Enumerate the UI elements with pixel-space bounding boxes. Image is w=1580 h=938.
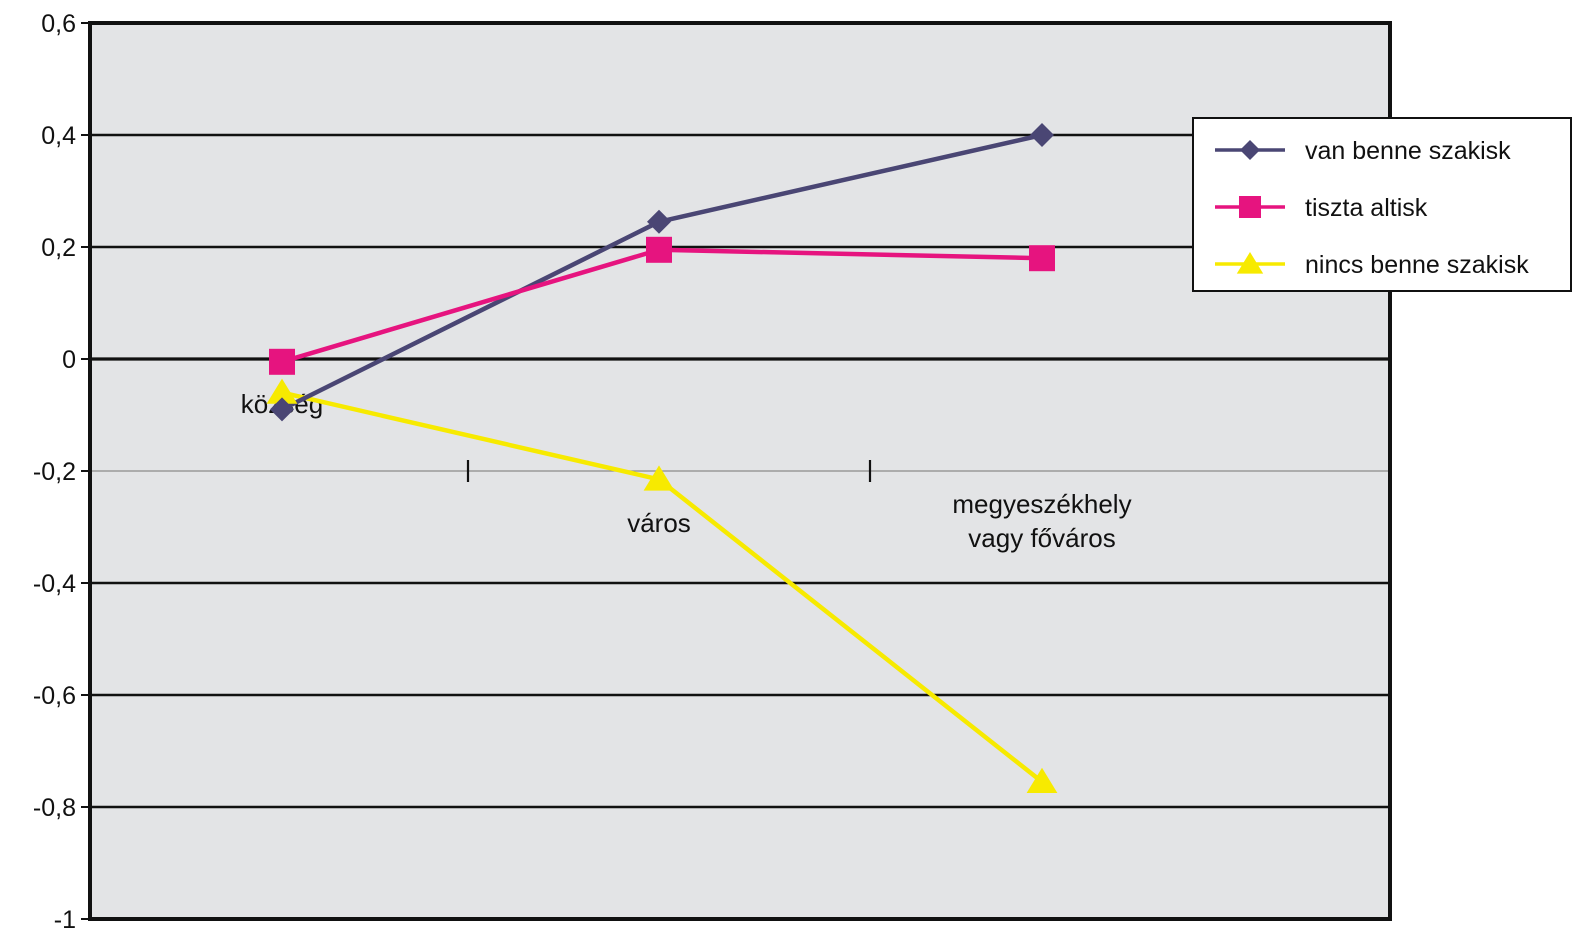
data-point-marker bbox=[1030, 123, 1054, 147]
y-tick-label: -0,6 bbox=[33, 682, 76, 710]
data-point-marker bbox=[266, 378, 298, 404]
data-point-marker bbox=[1236, 252, 1264, 274]
legend-label: tiszta altisk bbox=[1305, 194, 1428, 222]
plot-area: 0,60,40,20-0,2-0,4-0,6-0,8-1községvárosm… bbox=[33, 10, 1392, 934]
data-point-marker bbox=[1239, 196, 1261, 218]
y-tick-label: 0,6 bbox=[41, 10, 76, 38]
y-tick-label: 0 bbox=[62, 346, 76, 374]
y-tick-label: -0,2 bbox=[33, 458, 76, 486]
data-point-marker bbox=[270, 397, 294, 422]
y-tick-label: 0,4 bbox=[41, 122, 76, 150]
legend: van benne szakisk tiszta altisk nincs benn… bbox=[1192, 117, 1572, 292]
x-category-label: város bbox=[627, 508, 691, 538]
x-category-label: vagy főváros bbox=[968, 523, 1115, 553]
data-point-marker bbox=[1029, 245, 1055, 272]
y-tick-label: -0,8 bbox=[33, 794, 76, 822]
data-point-marker bbox=[269, 348, 295, 375]
legend-label: nincs benne szakisk bbox=[1305, 251, 1529, 279]
data-point-marker bbox=[1026, 767, 1058, 793]
data-point-marker bbox=[646, 236, 672, 263]
y-tick-label: 0,2 bbox=[41, 234, 76, 262]
legend-label: van benne szakisk bbox=[1305, 137, 1511, 165]
y-tick-label: -0,4 bbox=[33, 570, 76, 598]
y-tick-label: -1 bbox=[54, 906, 76, 934]
data-point-marker bbox=[643, 465, 675, 491]
x-category-label: megyeszékhely bbox=[952, 489, 1131, 519]
data-point-marker bbox=[1240, 140, 1260, 160]
data-point-marker bbox=[647, 209, 671, 234]
